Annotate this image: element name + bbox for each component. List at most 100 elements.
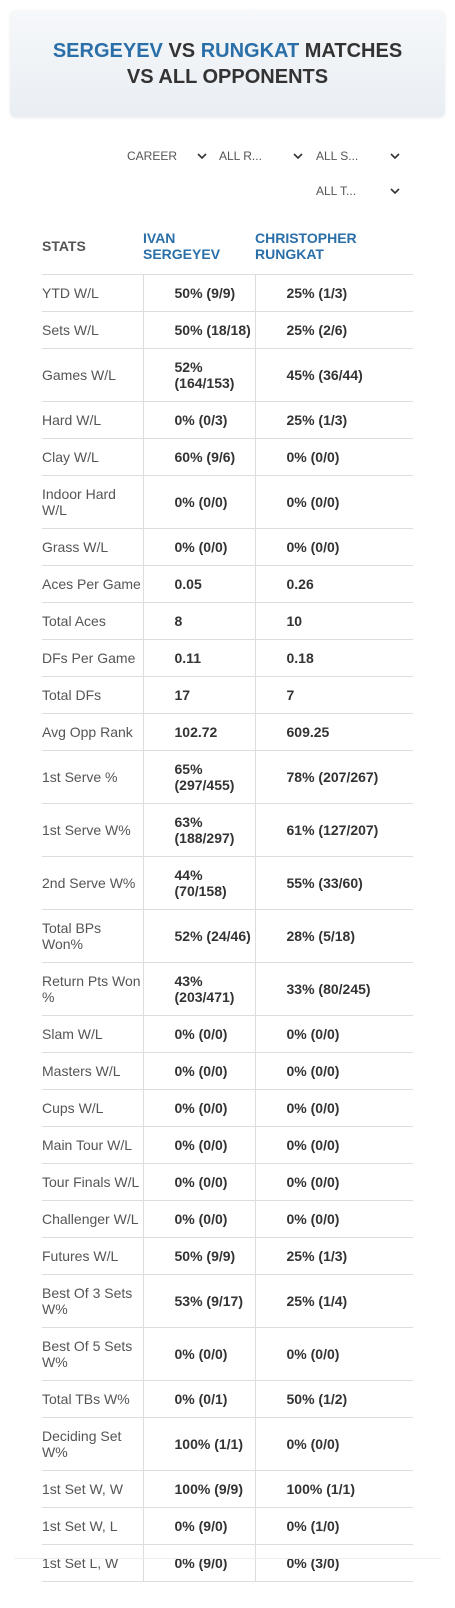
stats-row: 2nd Serve W% 44% (70/158) 55% (33/60): [42, 856, 413, 910]
stats-row: 1st Set L, W 0% (9/0) 0% (3/0): [42, 1544, 413, 1582]
stat-value: 0% (0/0): [254, 475, 413, 529]
stat-value: 53% (9/17): [142, 1274, 255, 1328]
stat-value: 0% (0/0): [254, 528, 413, 566]
stats-row: 1st Set W, W 100% (9/9) 100% (1/1): [42, 1470, 413, 1508]
stats-row: Return Pts Won % 43% (203/471) 33% (80/245…: [42, 962, 413, 1016]
stats-row: Futures W/L 50% (9/9) 25% (1/3): [42, 1237, 413, 1275]
stat-value: 45% (36/44): [254, 348, 413, 402]
stat-label: Main Tour W/L: [42, 1126, 143, 1164]
stat-label: Total BPs Won%: [42, 909, 143, 963]
stat-value: 55% (33/60): [254, 856, 413, 910]
chevron: [293, 153, 303, 159]
stats-row: Deciding Set W% 100% (1/1) 0% (0/0): [42, 1417, 413, 1471]
stat-value: 0% (3/0): [254, 1544, 413, 1582]
stat-label: 1st Serve %: [42, 750, 143, 804]
stat-value: 0% (0/0): [142, 1200, 255, 1238]
stat-value: 0% (0/0): [254, 1163, 413, 1201]
stat-value: 61% (127/207): [254, 803, 413, 857]
stats-row: Total DFs 17 7: [42, 676, 413, 714]
stat-value: 60% (9/6): [142, 438, 255, 476]
stat-value: 0% (0/0): [254, 1327, 413, 1381]
stat-value: 100% (9/9): [142, 1470, 255, 1508]
stat-label: Return Pts Won %: [42, 962, 143, 1016]
stats-row: Sets W/L 50% (18/18) 25% (2/6): [42, 311, 413, 349]
stats-row: Total BPs Won% 52% (24/46) 28% (5/18): [42, 909, 413, 963]
stats-row: Challenger W/L 0% (0/0) 0% (0/0): [42, 1200, 413, 1238]
stats-row: Main Tour W/L 0% (0/0) 0% (0/0): [42, 1126, 413, 1164]
dropdown-label: CAREER: [127, 149, 178, 163]
stat-label: Masters W/L: [42, 1052, 143, 1090]
player1: SERGEYEV: [52, 39, 163, 62]
stats-row: 1st Serve W% 63% (188/297) 61% (127/207): [42, 803, 413, 857]
stats-row: Total TBs W% 0% (0/1) 50% (1/2): [42, 1380, 413, 1418]
stats-row: Tour Finals W/L 0% (0/0) 0% (0/0): [42, 1163, 413, 1201]
stat-value: 0% (0/1): [142, 1380, 255, 1418]
stat-value: 0% (0/0): [254, 1200, 413, 1238]
stat-label: Total Aces: [42, 602, 143, 640]
dropdown[interactable]: ALL S...: [316, 145, 400, 167]
dropdown[interactable]: CAREER: [127, 145, 207, 167]
stat-value: 50% (9/9): [142, 1237, 255, 1275]
stats-row: Avg Opp Rank 102.72 609.25: [42, 713, 413, 751]
stat-value: 52% (24/46): [142, 909, 255, 963]
stat-value: 0% (0/0): [254, 438, 413, 476]
stat-label: Challenger W/L: [42, 1200, 143, 1238]
stat-label: 1st Serve W%: [42, 803, 143, 857]
stat-value: 7: [254, 676, 413, 714]
stat-value: 0% (0/0): [142, 1327, 255, 1381]
stat-value: 43% (203/471): [142, 962, 255, 1016]
stat-label: Games W/L: [42, 348, 143, 402]
stat-label: Best Of 5 Sets W%: [42, 1327, 143, 1381]
stat-value: 0.05: [142, 565, 255, 603]
stat-label: Aces Per Game: [42, 565, 143, 603]
stat-value: 0.26: [254, 565, 413, 603]
stat-value: 25% (1/3): [254, 274, 413, 312]
stat-label: YTD W/L: [42, 274, 143, 312]
dropdown-label: ALL T...: [316, 184, 357, 198]
title-rest: MATCHES VS ALL OPPONENTS: [126, 39, 403, 88]
vs: VS: [168, 39, 196, 62]
stat-value: 0% (0/0): [254, 1052, 413, 1090]
stat-label: Futures W/L: [42, 1237, 143, 1275]
title: SERGEYEV VS RUNGKAT MATCHES VS ALL OPPON…: [48, 38, 408, 90]
chevron: [197, 153, 207, 159]
stat-value: 0% (9/0): [142, 1544, 255, 1582]
divider: [14, 1558, 441, 1559]
stat-label: Tour Finals W/L: [42, 1163, 143, 1201]
dropdown-label: ALL S...: [316, 149, 359, 163]
stat-value: 50% (18/18): [142, 311, 255, 349]
stat-value: 78% (207/267): [254, 750, 413, 804]
dropdown[interactable]: ALL R...: [219, 145, 303, 167]
column-header: IVAN SERGEYEV: [143, 218, 255, 275]
stat-label: Hard W/L: [42, 401, 143, 439]
dropdown[interactable]: ALL T...: [316, 180, 400, 202]
stats-row: 1st Serve % 65% (297/455) 78% (207/267): [42, 750, 413, 804]
stat-value: 0% (0/0): [142, 1089, 255, 1127]
stat-value: 0% (0/0): [142, 1015, 255, 1053]
stat-value: 0.11: [142, 639, 255, 677]
stat-value: 50% (1/2): [254, 1380, 413, 1418]
stats-row: Best Of 5 Sets W% 0% (0/0) 0% (0/0): [42, 1327, 413, 1381]
stat-value: 102.72: [142, 713, 255, 751]
stat-label: Best Of 3 Sets W%: [42, 1274, 143, 1328]
header: SERGEYEV VS RUNGKAT MATCHES VS ALL OPPON…: [10, 10, 445, 117]
stat-value: 0% (0/0): [254, 1015, 413, 1053]
stat-value: 0.18: [254, 639, 413, 677]
column-header: STATS: [42, 218, 143, 275]
stat-label: Sets W/L: [42, 311, 143, 349]
stat-value: 17: [142, 676, 255, 714]
stat-value: 0% (0/0): [254, 1089, 413, 1127]
dropdown-label: ALL R...: [219, 149, 262, 163]
stat-value: 25% (1/3): [254, 401, 413, 439]
stat-value: 65% (297/455): [142, 750, 255, 804]
stat-value: 50% (9/9): [142, 274, 255, 312]
stat-label: Clay W/L: [42, 438, 143, 476]
stat-value: 0% (0/0): [142, 1052, 255, 1090]
stat-label: Total TBs W%: [42, 1380, 143, 1418]
stat-value: 0% (0/0): [142, 1163, 255, 1201]
stat-value: 52% (164/153): [142, 348, 255, 402]
stat-label: 1st Set W, W: [42, 1470, 143, 1508]
stat-value: 0% (0/0): [254, 1126, 413, 1164]
stats-row: 1st Set W, L 0% (9/0) 0% (1/0): [42, 1507, 413, 1545]
